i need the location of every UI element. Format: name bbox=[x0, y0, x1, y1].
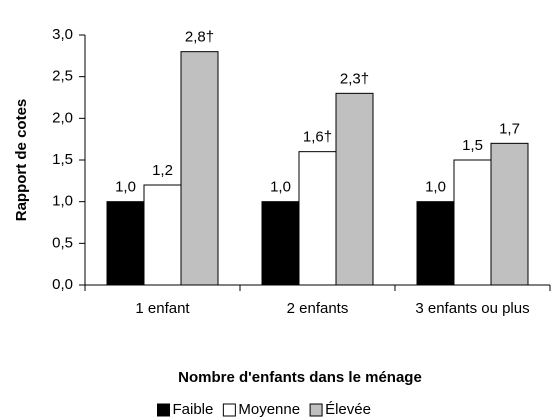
bar bbox=[143, 184, 182, 286]
legend-swatch bbox=[222, 403, 236, 417]
y-tick-label: 1,5 bbox=[52, 151, 73, 168]
value-label: 1,0 bbox=[425, 179, 446, 196]
y-tick-label: 1,0 bbox=[52, 193, 73, 210]
x-tick-label: 1 enfant bbox=[135, 300, 190, 317]
x-axis-title: Nombre d'enfants dans le ménage bbox=[178, 369, 422, 386]
y-tick-label: 2,5 bbox=[52, 68, 73, 85]
value-label: 2,8† bbox=[185, 29, 214, 46]
legend-label: Élevée bbox=[325, 401, 371, 418]
bar bbox=[335, 92, 374, 286]
y-tick-label: 0,0 bbox=[52, 276, 73, 293]
bar bbox=[261, 201, 300, 286]
bar bbox=[490, 142, 529, 286]
bar bbox=[298, 151, 337, 286]
bar bbox=[416, 201, 455, 286]
x-tick-label: 2 enfants bbox=[286, 300, 349, 317]
y-tick-label: 2,0 bbox=[52, 109, 73, 126]
legend-label: Faible bbox=[173, 401, 214, 418]
value-label: 1,5 bbox=[462, 137, 483, 154]
legend-label: Moyenne bbox=[238, 401, 300, 418]
value-label: 1,0 bbox=[115, 179, 136, 196]
legend-swatch bbox=[309, 403, 323, 417]
value-label: 2,3† bbox=[340, 70, 369, 87]
bar bbox=[453, 159, 492, 286]
legend-swatch bbox=[157, 403, 170, 417]
bar bbox=[106, 201, 145, 286]
x-tick-label: 3 enfants ou plus bbox=[415, 300, 530, 317]
y-axis-title: Rapport de cotes bbox=[13, 99, 30, 222]
y-tick-label: 0,5 bbox=[52, 234, 73, 251]
value-label: 1,0 bbox=[270, 179, 291, 196]
value-label: 1,6† bbox=[303, 129, 332, 146]
y-tick-label: 3,0 bbox=[52, 26, 73, 43]
value-label: 1,2 bbox=[152, 162, 173, 179]
bar bbox=[180, 51, 219, 286]
value-label: 1,7 bbox=[499, 120, 520, 137]
